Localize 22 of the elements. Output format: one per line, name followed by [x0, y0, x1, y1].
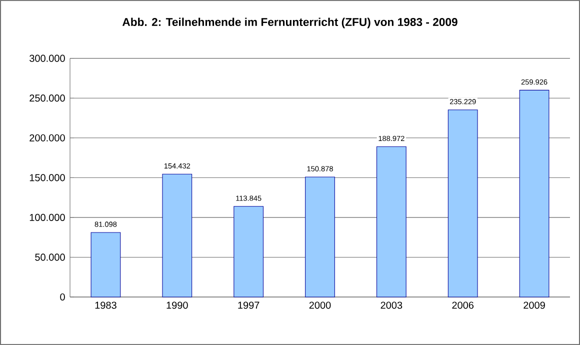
- bar: [519, 90, 550, 298]
- y-tick-label: 50.000: [35, 254, 65, 261]
- y-tick-label: 250.000: [30, 94, 65, 102]
- y-tick-label: 300.000: [30, 54, 65, 62]
- bar: [305, 176, 335, 298]
- x-tick-label: 2006: [452, 302, 474, 309]
- y-tick-label: 150.000: [30, 174, 65, 182]
- x-tick-label: 1983: [95, 302, 116, 309]
- bar: [162, 174, 192, 298]
- x-tick-label: 1997: [238, 302, 260, 309]
- bar: [90, 232, 121, 298]
- x-tick-label: 2003: [380, 302, 402, 309]
- y-tick-label: 100.000: [30, 214, 65, 221]
- y-tick-label: 200.000: [30, 134, 65, 142]
- x-tick-label: 2009: [524, 302, 545, 309]
- chart-title: Abb. 2: Teilnehmende im Fernunterricht (ZFU) von 1983 - 2009: [122, 18, 458, 28]
- bar: [448, 110, 478, 298]
- y-tick-label: 0: [60, 293, 65, 301]
- x-tick-label: 1990: [166, 302, 188, 309]
- x-tick-label: 2000: [309, 302, 331, 309]
- bar: [376, 146, 406, 298]
- bar: [234, 206, 264, 298]
